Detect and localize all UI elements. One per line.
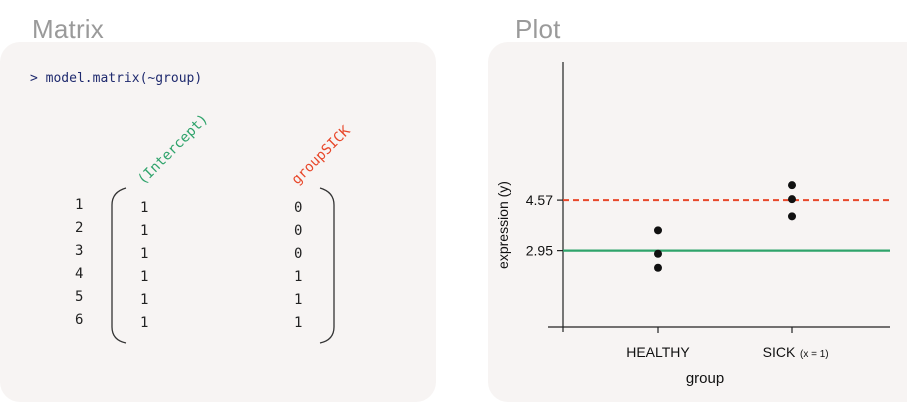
- y-tick-label: 4.57: [526, 192, 553, 208]
- cell-groupsick: 1: [294, 315, 303, 331]
- r-command: > model.matrix(~group): [30, 71, 203, 86]
- category-note: (x = 1): [800, 349, 829, 360]
- cell-intercept: 1: [140, 200, 149, 216]
- row-label: 2: [75, 220, 84, 236]
- data-point: [788, 195, 796, 204]
- cell-groupsick: 1: [294, 292, 303, 308]
- cell-intercept: 1: [140, 315, 149, 331]
- row-label: 6: [75, 312, 84, 328]
- cell-groupsick: 0: [294, 223, 303, 239]
- data-point: [788, 212, 796, 221]
- plot-panel: [488, 42, 907, 402]
- row-label: 4: [75, 266, 84, 282]
- y-tick-label: 2.95: [526, 243, 553, 259]
- cell-groupsick: 0: [294, 246, 303, 262]
- row-label: 3: [75, 243, 84, 259]
- category-label-healthy: HEALTHY: [626, 344, 690, 360]
- cell-intercept: 1: [140, 292, 149, 308]
- cell-groupsick: 1: [294, 269, 303, 285]
- cell-intercept: 1: [140, 223, 149, 239]
- cell-groupsick: 0: [294, 200, 303, 216]
- data-point: [654, 249, 662, 258]
- data-point: [654, 226, 662, 235]
- matrix-section-title: Matrix: [32, 14, 104, 44]
- category-label-sick: SICK: [763, 344, 796, 360]
- plot-axes: [548, 62, 890, 332]
- y-axis-label: expression (y): [495, 181, 511, 269]
- cell-intercept: 1: [140, 246, 149, 262]
- x-axis-label: group: [686, 370, 724, 387]
- row-label: 5: [75, 289, 84, 305]
- cell-intercept: 1: [140, 269, 149, 285]
- data-point: [654, 263, 662, 272]
- data-point: [788, 181, 796, 190]
- row-label: 1: [75, 197, 84, 213]
- plot-section-title: Plot: [515, 14, 561, 44]
- matrix-panel: [0, 42, 436, 402]
